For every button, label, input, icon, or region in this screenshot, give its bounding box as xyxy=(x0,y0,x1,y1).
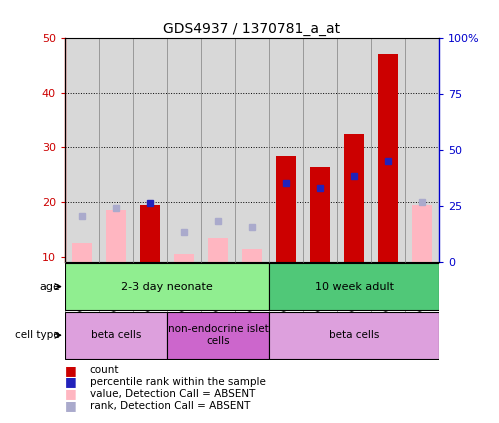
Text: age: age xyxy=(39,282,60,291)
Text: rank, Detection Call = ABSENT: rank, Detection Call = ABSENT xyxy=(90,401,250,411)
Bar xyxy=(378,55,398,262)
Text: non-endocrine islet
cells: non-endocrine islet cells xyxy=(168,324,268,346)
Bar xyxy=(269,263,439,310)
Text: cell type: cell type xyxy=(15,330,60,340)
Bar xyxy=(269,312,439,359)
Bar xyxy=(344,134,364,262)
Bar xyxy=(140,205,160,262)
Bar xyxy=(310,167,330,262)
Text: 10 week adult: 10 week adult xyxy=(314,282,394,291)
Text: ■: ■ xyxy=(65,399,77,412)
Bar xyxy=(412,205,432,262)
Text: ■: ■ xyxy=(65,364,77,376)
Text: GSM1146033: GSM1146033 xyxy=(145,265,154,325)
Bar xyxy=(242,249,262,262)
Text: GSM1146026: GSM1146026 xyxy=(281,265,290,325)
Bar xyxy=(167,312,269,359)
Bar xyxy=(208,238,228,262)
Text: count: count xyxy=(90,365,119,375)
Bar xyxy=(65,312,167,359)
Text: 2-3 day neonate: 2-3 day neonate xyxy=(121,282,213,291)
Text: beta cells: beta cells xyxy=(329,330,379,340)
Bar xyxy=(174,254,194,262)
Text: GSM1146029: GSM1146029 xyxy=(384,265,393,325)
Title: GDS4937 / 1370781_a_at: GDS4937 / 1370781_a_at xyxy=(164,22,340,36)
Text: GSM1146027: GSM1146027 xyxy=(315,265,324,325)
Text: ■: ■ xyxy=(65,387,77,400)
Text: GSM1146032: GSM1146032 xyxy=(111,265,120,325)
Text: ■: ■ xyxy=(65,376,77,388)
Text: percentile rank within the sample: percentile rank within the sample xyxy=(90,377,265,387)
Text: beta cells: beta cells xyxy=(91,330,141,340)
Text: GSM1146034: GSM1146034 xyxy=(180,265,189,325)
Bar xyxy=(276,156,296,262)
Bar xyxy=(106,210,126,262)
Text: GSM1146028: GSM1146028 xyxy=(350,265,359,325)
Text: GSM1146035: GSM1146035 xyxy=(214,265,223,325)
Text: value, Detection Call = ABSENT: value, Detection Call = ABSENT xyxy=(90,389,255,399)
Text: GSM1146031: GSM1146031 xyxy=(77,265,86,325)
Bar xyxy=(72,243,92,262)
Bar xyxy=(65,263,269,310)
Text: GSM1146030: GSM1146030 xyxy=(418,265,427,325)
Text: GSM1146036: GSM1146036 xyxy=(248,265,256,325)
